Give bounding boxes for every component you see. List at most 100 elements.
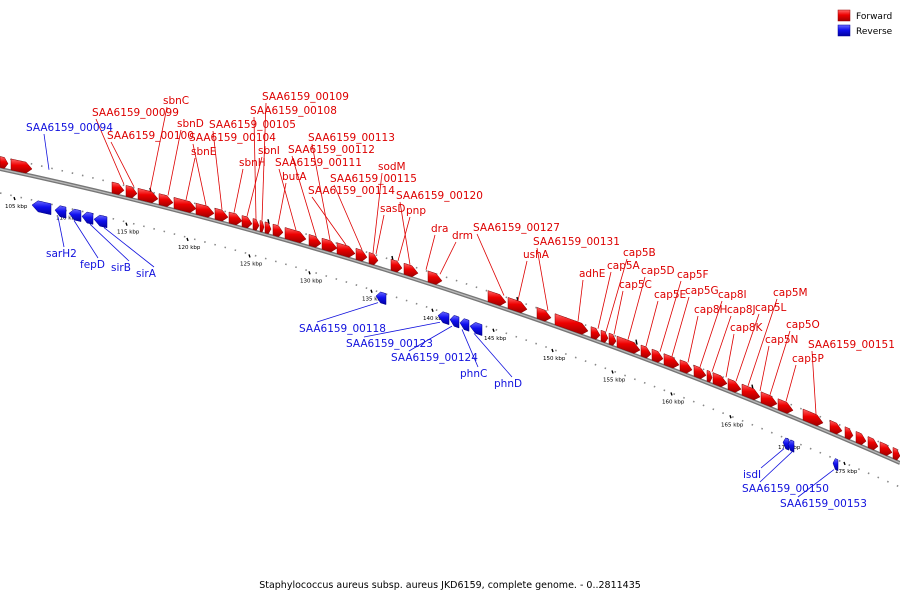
legend: Forward Reverse <box>837 9 893 37</box>
gene-label-saa6159-00151: SAA6159_00151 <box>808 339 895 351</box>
tick-mark <box>125 222 128 226</box>
gene-label-cap5o: cap5O <box>786 319 820 331</box>
forward-gene-arrow <box>802 408 824 427</box>
gene-label-cap5e: cap5E <box>654 289 686 301</box>
leader-line <box>149 106 168 191</box>
leader-line <box>605 258 628 332</box>
gene-label-saa6159-00131: SAA6159_00131 <box>533 236 620 248</box>
tick-mark <box>186 237 189 242</box>
leader-line <box>760 448 785 469</box>
gene-label-saa6159-00118: SAA6159_00118 <box>299 323 386 335</box>
tick-label: 105 kbp <box>5 204 28 210</box>
tick-label: 140 kbp <box>423 316 446 322</box>
forward-gene-arrow <box>264 221 272 235</box>
leader-line <box>103 227 155 268</box>
forward-gene-arrow <box>228 211 243 226</box>
gene-label-sasd: sasD <box>380 203 405 215</box>
tick-label: 175 kbp <box>835 469 858 475</box>
gene-label-buta: butA <box>282 171 307 183</box>
forward-gene-arrow <box>137 187 159 204</box>
reverse-gene-arrow <box>81 211 94 225</box>
tick-label: 130 kbp <box>300 278 323 284</box>
leader-line <box>461 329 479 368</box>
forward-gene-arrow <box>892 447 900 461</box>
leader-line <box>291 155 317 237</box>
leader-line <box>43 133 50 170</box>
tick-mark <box>551 348 554 353</box>
forward-gene-arrow <box>829 419 843 435</box>
leader-line <box>261 102 267 221</box>
tick-mark <box>370 289 373 293</box>
leader-line <box>192 143 207 206</box>
tick-mark <box>13 196 16 201</box>
legend-reverse-swatch <box>837 24 851 37</box>
leader-line <box>233 168 244 213</box>
gene-label-cap5n: cap5N <box>765 334 798 346</box>
reverse-gene-arrow <box>449 315 460 329</box>
gene-label-saa6159-00127: SAA6159_00127 <box>473 222 560 234</box>
gene-label-saa6159-00105: SAA6159_00105 <box>209 119 296 131</box>
gene-label-cap8h: cap8H <box>694 304 727 316</box>
gene-label-cap5a: cap5A <box>607 260 641 272</box>
leader-line <box>110 141 135 188</box>
gene-label-cap5g: cap5G <box>685 285 719 297</box>
gene-label-saa6159-00100: SAA6159_00100 <box>107 130 194 142</box>
genome-caption: Staphylococcus aureus subsp. aureus JKD6… <box>259 580 641 591</box>
leader-line <box>363 321 441 338</box>
gene-label-cap8j: cap8J <box>727 304 756 316</box>
gene-label-sbni: sbnI <box>258 145 280 157</box>
forward-gene-arrow <box>679 359 693 374</box>
forward-gene-arrow <box>214 207 229 222</box>
gene-label-sarh2: sarH2 <box>46 248 77 260</box>
tick-mark <box>843 461 846 466</box>
forward-gene-arrow <box>844 426 854 440</box>
gene-label-sbnd: sbnD <box>177 118 204 130</box>
forward-gene-arrow <box>0 156 9 169</box>
forward-gene-arrow <box>706 369 713 383</box>
leader-line <box>73 220 99 259</box>
gene-label-saa6159-00108: SAA6159_00108 <box>250 105 337 117</box>
forward-gene-arrow <box>651 348 664 363</box>
forward-gene-arrow <box>487 290 507 306</box>
forward-gene-arrow <box>10 158 33 174</box>
forward-gene-arrow <box>760 391 778 408</box>
legend-forward-swatch <box>837 9 851 22</box>
reverse-gene-arrow <box>54 205 67 219</box>
gene-label-cap8k: cap8K <box>730 322 764 334</box>
forward-gene-arrow <box>336 242 356 258</box>
leader-line <box>253 116 257 219</box>
gene-label-saa6159-00109: SAA6159_00109 <box>262 91 349 103</box>
forward-gene-arrow <box>554 313 589 335</box>
leader-line <box>57 216 65 248</box>
forward-gene-arrow <box>616 335 641 354</box>
leader-line <box>811 350 817 414</box>
tick-label: 155 kbp <box>603 377 626 383</box>
tick-label: 145 kbp <box>484 336 507 342</box>
leader-line <box>333 184 363 250</box>
gene-label-sbne: sbnE <box>191 146 216 158</box>
leader-line <box>473 333 513 378</box>
forward-gene-arrow <box>608 332 617 346</box>
forward-gene-arrow <box>390 258 403 273</box>
forward-gene-arrow <box>867 436 879 451</box>
gene-label-cap5c: cap5C <box>619 279 652 291</box>
forward-gene-arrow <box>241 215 253 229</box>
forward-gene-arrow <box>308 234 322 248</box>
leader-line <box>699 300 723 368</box>
forward-gene-arrow <box>111 181 125 195</box>
reverse-gene-arrow <box>832 458 839 472</box>
gene-label-saa6159-00112: SAA6159_00112 <box>288 144 375 156</box>
gene-label-saa6159-00111: SAA6159_00111 <box>275 157 362 169</box>
genome-backbone <box>0 167 900 465</box>
forward-gene-arrow <box>321 237 338 253</box>
tick-label: 150 kbp <box>543 356 566 362</box>
reverse-gene-arrow <box>375 291 387 305</box>
leader-line <box>725 333 735 378</box>
leader-line <box>246 156 263 217</box>
gene-label-saa6159-00153: SAA6159_00153 <box>780 498 867 510</box>
gene-label-isdi: isdI <box>743 469 761 481</box>
reverse-gene-arrow <box>31 200 52 216</box>
gene-label-saa6159-00150: SAA6159_00150 <box>742 483 829 495</box>
forward-gene-arrow <box>125 185 138 199</box>
